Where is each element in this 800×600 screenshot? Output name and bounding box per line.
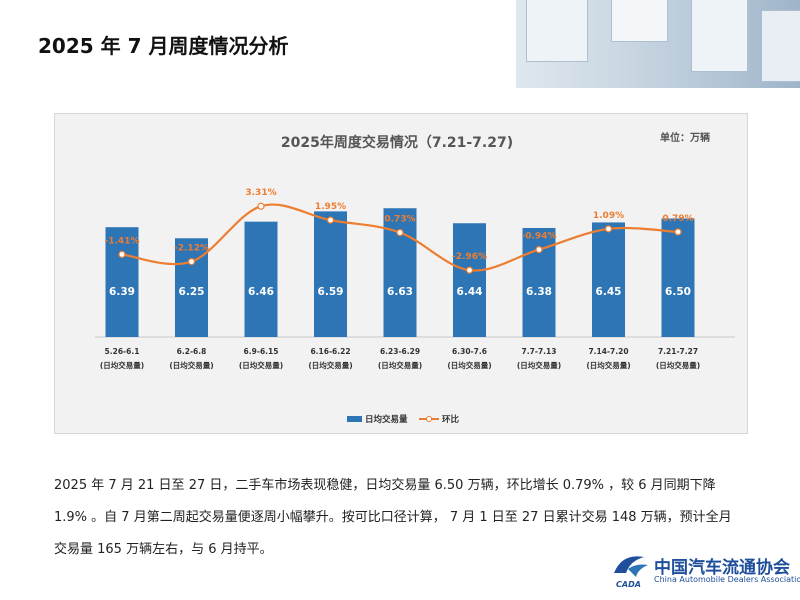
bar-value-label-4: 6.59 [318, 286, 344, 298]
legend-bar-swatch [347, 416, 362, 422]
paragraph-line-3: 交易量 165 万辆左右，与 6 月持平。 [54, 542, 273, 557]
bar-7 [522, 227, 556, 337]
mom-point-1 [118, 250, 126, 258]
chart-unit-label: 单位：万辆 [660, 131, 710, 144]
bar-value-label-5: 6.63 [387, 286, 413, 298]
bar-value-label-2: 6.25 [179, 286, 205, 298]
bar-8 [592, 222, 625, 337]
page-title: 2025 年 7 月周度情况分析 [38, 34, 289, 58]
x-tick-label-5: 6.23-6.29 [380, 347, 420, 356]
x-tick-label-1: 5.26-6.1 [105, 347, 140, 356]
bar-1 [105, 227, 139, 337]
mom-point-3 [257, 202, 265, 210]
bar-value-label-1: 6.39 [109, 286, 135, 298]
logo-name-cn: 中国汽车流通协会 [654, 558, 790, 578]
x-tick-sublabel-6: (日均交易量) [447, 360, 491, 370]
x-tick-label-7: 7.7-7.13 [522, 347, 557, 356]
x-tick-sublabel-7: (日均交易量) [517, 360, 561, 370]
mom-value-label-4: 1.95% [315, 202, 346, 212]
weekly-trade-chart: 2025年周度交易情况（7.21-7.27) 单位：万辆 6.39 5.26-6.1 (… [95, 131, 735, 425]
bar-value-label-8: 6.45 [596, 286, 622, 298]
mom-point-4 [326, 216, 335, 224]
x-tick-sublabel-8: (日均交易量) [586, 360, 630, 370]
mom-value-label-7: -0.94% [522, 232, 557, 242]
paragraph-line-2: 1.9% 。自 7 月第二周起交易量便逐周小幅攀升。按可比口径计算， 7 月 1… [54, 510, 732, 525]
x-tick-label-2: 6.2-6.8 [177, 347, 207, 356]
bar-value-label-9: 6.50 [665, 286, 691, 298]
mom-value-label-9: 0.79% [662, 214, 693, 224]
mom-point-6 [465, 266, 474, 274]
bar-value-label-3: 6.46 [248, 286, 274, 298]
x-tick-label-6: 6.30-7.6 [452, 347, 487, 356]
bar-5 [383, 208, 417, 337]
cada-logo: CADA 中国汽车流通协会 China Automobile Dealers A… [610, 551, 800, 591]
mom-point-2 [187, 258, 196, 266]
legend-bar-label: 日均交易量 [365, 414, 408, 425]
x-tick-label-4: 6.16-6.22 [310, 347, 350, 356]
legend-line-marker [426, 416, 432, 422]
cada-mark-text: CADA [616, 580, 641, 589]
analysis-paragraph: 2025 年 7 月 21 日至 27 日，二手车市场表现稳健，日均交易量 6.… [54, 470, 754, 566]
mom-value-label-6: -2.96% [452, 252, 487, 262]
mom-value-label-5: 0.73% [384, 215, 415, 225]
bar-value-label-7: 6.38 [526, 286, 552, 298]
mom-point-8 [604, 225, 613, 233]
legend-line-label: 环比 [442, 414, 460, 425]
chart-title: 2025年周度交易情况（7.21-7.27) [281, 134, 513, 151]
bar-9 [661, 218, 695, 337]
bar-4 [314, 211, 347, 337]
bar-3 [244, 221, 278, 337]
bar-6 [453, 223, 486, 337]
x-tick-sublabel-1: (日均交易量) [100, 360, 144, 370]
x-tick-sublabel-9: (日均交易量) [656, 360, 700, 370]
chart-panel: 2025年周度交易情况（7.21-7.27) 单位：万辆 6.39 5.26-6.1 (… [54, 113, 748, 434]
mom-value-label-1: -1.41% [105, 236, 140, 246]
mom-point-7 [535, 245, 543, 254]
paragraph-line-1: 2025 年 7 月 21 日至 27 日，二手车市场表现稳健，日均交易量 6.… [54, 478, 716, 493]
logo-name-en: China Automobile Dealers Association [654, 575, 800, 584]
header-bar: 2025 年 7 月周度情况分析 [0, 0, 800, 88]
x-tick-sublabel-4: (日均交易量) [308, 360, 352, 370]
mom-point-9 [674, 228, 682, 236]
x-tick-label-9: 7.21-7.27 [658, 347, 698, 356]
header-decoration-image [516, 0, 800, 88]
mom-value-label-2: -2.12% [174, 244, 209, 254]
x-tick-sublabel-5: (日均交易量) [378, 360, 422, 370]
x-tick-label-3: 6.9-6.15 [244, 347, 279, 356]
mom-point-5 [396, 228, 404, 237]
x-tick-label-8: 7.14-7.20 [588, 347, 628, 356]
mom-value-label-3: 3.31% [245, 188, 276, 198]
x-tick-sublabel-3: (日均交易量) [239, 360, 283, 370]
mom-value-label-8: 1.09% [593, 211, 624, 221]
cada-logo-icon: CADA [614, 556, 648, 589]
bar-value-label-6: 6.44 [457, 286, 483, 298]
x-tick-sublabel-2: (日均交易量) [169, 360, 213, 370]
